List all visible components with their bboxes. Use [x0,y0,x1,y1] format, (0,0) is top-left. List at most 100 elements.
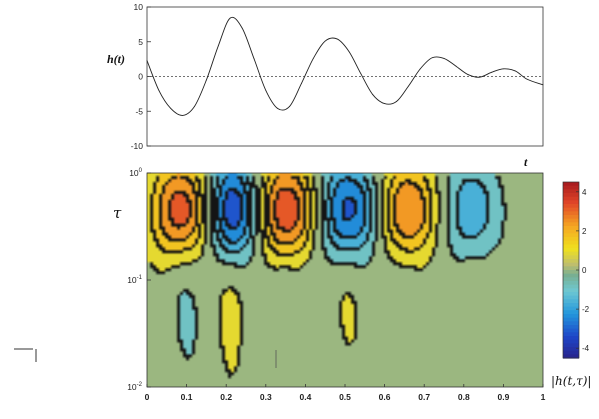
y-tick-label: -10 [131,141,144,151]
h-point [542,84,544,86]
colorbar-tick-label: 0 [582,266,587,275]
h-point [289,105,290,107]
h-point [514,70,516,72]
colorbar-cell [563,218,579,223]
colorbar-cell [563,303,579,308]
x-tick-label: 0.8 [458,392,470,402]
colorbar-cell [563,343,579,348]
h-point [277,108,279,109]
colorbar-cell [563,226,579,231]
colorbar-cell [563,229,579,234]
colorbar-cell [563,350,579,355]
h-point [491,71,492,73]
h-point [503,68,504,70]
h-point [396,101,397,102]
h-point [431,57,433,59]
colorbar-cell [563,292,579,297]
y-tick-label: 100 [129,168,142,178]
h-point [348,51,350,52]
h-point [336,38,338,40]
colorbar-cell [563,325,579,330]
y-axis-label: τ [113,204,122,222]
colorbar-cell [563,310,579,315]
y-tick-label: 5 [138,37,143,47]
colorbar-cell [563,196,579,201]
h-point [301,83,302,84]
h-point [241,27,243,29]
y-tick-label: 10 [134,2,144,12]
colorbar-cell [563,273,579,278]
colorbar-cell [563,288,579,293]
x-tick-label: 0.3 [260,392,272,402]
y-tick-label: 0 [138,72,143,82]
h-point [146,60,148,61]
h-point [194,105,195,107]
h-point [384,103,385,105]
x-tick-label: 0.5 [339,392,351,402]
x-tick-label: 0.4 [299,392,311,402]
colorbar-cell [563,215,579,220]
colorbar-cell [563,233,579,238]
x-axis-label: t [524,155,528,169]
colorbar-cell [563,262,579,267]
colorbar-cell [563,248,579,253]
colorbar-cell [563,211,579,216]
colorbar: 4 2 0 -2 -4 |h(t,τ)| [551,181,591,388]
colorbar-cell [563,222,579,227]
scalogram-image [147,173,543,387]
h-point [206,79,207,81]
h-point [265,90,267,91]
h-point [312,58,314,59]
colorbar-cell [563,314,579,319]
stray-marks [14,348,277,368]
colorbar-cell [563,295,579,300]
h-point [253,58,255,59]
colorbar-tick-label: 2 [582,227,587,236]
colorbar-cell [563,339,579,344]
time-series-chart: 10 5 0 -5 -10 h(t) t [107,2,544,169]
colorbar-cell [563,270,579,275]
h-point [467,74,469,75]
h-point [360,73,362,75]
h-point [479,76,481,78]
h-point [372,94,374,95]
h-point [158,90,160,91]
colorbar-cell [563,277,579,282]
colorbar-cell [563,182,579,187]
h-point [419,68,421,70]
y-tick-label: 10-2 [127,382,142,392]
colorbar-cell [563,347,579,352]
x-tick-label: 0.1 [181,392,193,402]
x-tick-label: 0.2 [220,392,232,402]
y-axis-label: h(t) [107,52,125,66]
colorbar-tick-label: 4 [582,188,587,197]
colorbar-tick-label: -4 [582,344,590,353]
colorbar-label: |h(t,τ)| [551,374,591,388]
x-tick-label: 1 [541,392,546,402]
h-point [170,108,172,109]
colorbar-cell [563,299,579,304]
colorbar-tick-label: -2 [582,305,590,314]
h-point [455,65,457,67]
colorbar-cell [563,332,579,337]
x-tick-label: 0 [145,392,150,402]
colorbar-cell [563,266,579,271]
colorbar-cell [563,259,579,264]
colorbar-cell [563,354,579,359]
colorbar-cell [563,321,579,326]
colorbar-cell [563,189,579,194]
colorbar-cell [563,317,579,322]
colorbar-cell [563,306,579,311]
x-tick-label: 0.9 [497,392,509,402]
h-point [182,115,184,116]
colorbar-cell [563,193,579,198]
h-point [526,78,528,80]
y-tick-label: -5 [135,106,143,116]
colorbar-cell [563,237,579,242]
colorbar-cell [563,240,579,245]
colorbar-cell [563,328,579,333]
colorbar-cell [563,284,579,289]
h-point [324,40,326,42]
colorbar-cell [563,255,579,260]
